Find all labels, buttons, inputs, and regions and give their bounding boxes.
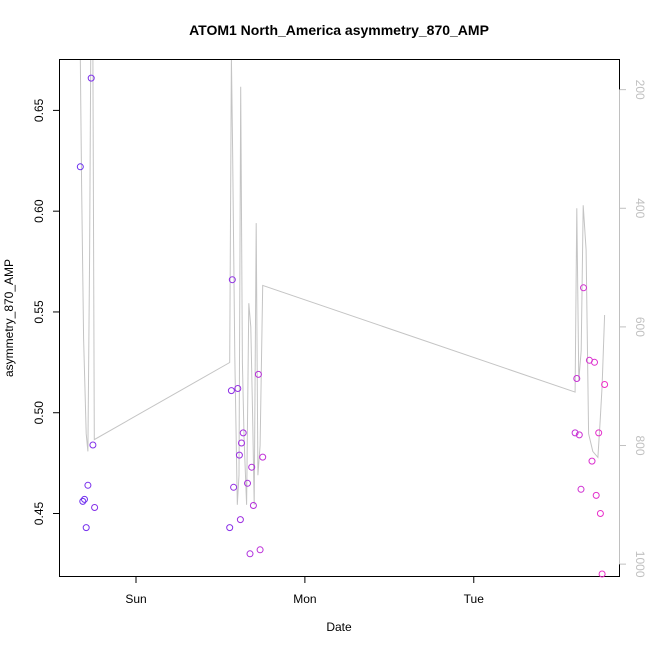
y-axis: 0.45 0.50 0.55 0.60 0.65	[32, 98, 60, 525]
x-tick-label: Sun	[125, 592, 146, 606]
y-tick-label: 0.45	[32, 502, 46, 526]
x-axis-label: Date	[326, 620, 352, 634]
data-point	[259, 453, 267, 461]
y-axis-label: asymmetry_870_AMP	[2, 259, 16, 377]
y2-tick-label: 1000	[633, 551, 647, 578]
data-point	[573, 375, 581, 382]
data-point	[256, 546, 264, 554]
data-point	[598, 570, 606, 578]
data-point	[588, 457, 596, 465]
data-point	[234, 385, 242, 392]
data-point	[595, 429, 603, 437]
data-point	[87, 74, 95, 82]
data-point	[254, 370, 262, 378]
line-layer	[79, 60, 606, 505]
data-point	[82, 524, 90, 532]
data-point	[238, 439, 245, 447]
y-tick-label: 0.50	[32, 401, 46, 425]
data-point	[76, 163, 84, 171]
y2-tick-label: 400	[633, 198, 647, 218]
data-point	[84, 481, 92, 489]
data-point	[244, 479, 251, 487]
y-tick-label: 0.60	[32, 199, 46, 223]
data-point	[571, 429, 579, 437]
data-point	[226, 524, 234, 532]
data-point	[249, 502, 257, 509]
y2-tick-label: 200	[633, 80, 647, 100]
data-point	[601, 381, 609, 388]
x-tick-label: Mon	[293, 592, 316, 606]
data-point	[575, 431, 583, 439]
series-line	[79, 60, 606, 505]
point-layer	[76, 74, 609, 578]
data-point	[81, 495, 88, 503]
y-tick-label: 0.55	[32, 300, 46, 324]
data-point	[91, 504, 99, 511]
data-point	[228, 276, 236, 284]
data-point	[592, 491, 600, 499]
secondary-y-axis: 200 400 600 800 1000	[619, 80, 647, 578]
plot-box	[59, 59, 620, 577]
data-point	[591, 358, 598, 366]
data-point	[230, 483, 238, 491]
data-point	[89, 441, 97, 449]
data-point	[79, 497, 87, 505]
chart-title: ATOM1 North_America asymmetry_870_AMP	[189, 22, 489, 38]
x-tick-label: Tue	[464, 592, 485, 606]
data-point	[235, 451, 243, 459]
data-point	[577, 485, 585, 493]
data-point	[227, 387, 235, 395]
x-axis: Sun Mon Tue	[125, 576, 485, 606]
y2-tick-label: 600	[633, 317, 647, 337]
y-tick-label: 0.65	[32, 98, 46, 122]
data-point	[246, 550, 254, 558]
data-point	[248, 463, 256, 471]
data-point	[239, 429, 247, 437]
y2-tick-label: 800	[633, 436, 647, 456]
data-point	[596, 510, 604, 517]
data-point	[236, 516, 244, 524]
data-point	[580, 284, 587, 292]
